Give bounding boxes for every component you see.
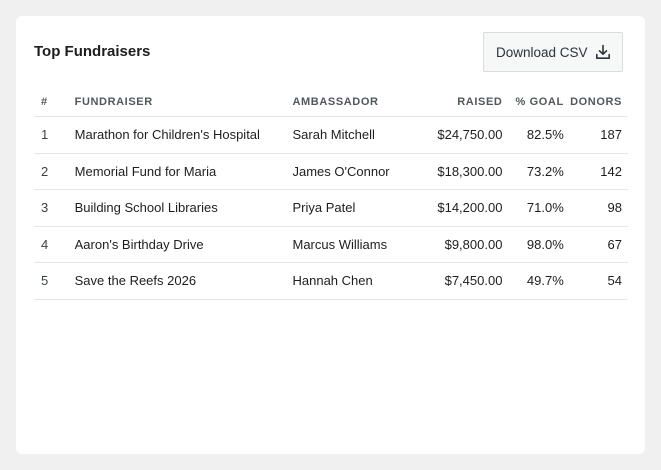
card-title: Top Fundraisers	[34, 43, 151, 60]
donors-cell: 142	[563, 153, 628, 190]
column-header-donors: DONORS	[563, 88, 628, 117]
goal-percent-cell: 73.2%	[502, 153, 564, 190]
donors-cell: 67	[563, 226, 628, 263]
ambassador-cell: Hannah Chen	[292, 262, 414, 300]
rank-cell: 3	[34, 189, 75, 227]
rank-cell: 1	[34, 116, 75, 154]
download-icon	[596, 44, 610, 59]
raised-cell: $24,750.00	[413, 116, 503, 154]
donors-cell: 187	[563, 116, 628, 154]
goal-percent-cell: 82.5%	[502, 116, 564, 154]
ambassador-cell: Sarah Mitchell	[292, 116, 414, 154]
fundraiser-cell: Aaron's Birthday Drive	[74, 226, 293, 263]
column-header-rank: #	[34, 88, 75, 117]
ambassador-cell: Marcus Williams	[292, 226, 414, 263]
column-header-fundraiser: FUNDRAISER	[74, 88, 293, 117]
top-fundraisers-card: Top Fundraisers Download CSV # FUNDRAISE…	[16, 16, 645, 454]
fundraiser-cell: Building School Libraries	[74, 189, 293, 227]
raised-cell: $18,300.00	[413, 153, 503, 190]
ambassador-cell: Priya Patel	[292, 189, 414, 227]
fundraiser-cell: Memorial Fund for Maria	[74, 153, 293, 190]
rank-cell: 5	[34, 262, 75, 300]
download-csv-button[interactable]: Download CSV	[483, 32, 623, 72]
raised-cell: $9,800.00	[413, 226, 503, 263]
donors-cell: 54	[563, 262, 628, 300]
donors-cell: 98	[563, 189, 628, 227]
table-row: 1 Marathon for Children's Hospital Sarah…	[34, 116, 628, 154]
table-row: 3 Building School Libraries Priya Patel …	[34, 189, 628, 227]
raised-cell: $14,200.00	[413, 189, 503, 227]
raised-cell: $7,450.00	[413, 262, 503, 300]
ambassador-cell: James O'Connor	[292, 153, 414, 190]
table-row: 4 Aaron's Birthday Drive Marcus Williams…	[34, 226, 628, 263]
column-header-ambassador: AMBASSADOR	[292, 88, 414, 117]
rank-cell: 4	[34, 226, 75, 263]
table-header-row: # FUNDRAISER AMBASSADOR RAISED % GOAL DO…	[34, 88, 628, 117]
table-row: 5 Save the Reefs 2026 Hannah Chen $7,450…	[34, 262, 628, 300]
table-row: 2 Memorial Fund for Maria James O'Connor…	[34, 153, 628, 190]
download-csv-label: Download CSV	[496, 44, 588, 60]
goal-percent-cell: 49.7%	[502, 262, 564, 300]
fundraiser-cell: Marathon for Children's Hospital	[74, 116, 293, 154]
column-header-goal: % GOAL	[502, 88, 564, 117]
fundraiser-cell: Save the Reefs 2026	[74, 262, 293, 300]
goal-percent-cell: 98.0%	[502, 226, 564, 263]
column-header-raised: RAISED	[413, 88, 503, 117]
fundraisers-table: # FUNDRAISER AMBASSADOR RAISED % GOAL DO…	[34, 88, 628, 300]
goal-percent-cell: 71.0%	[502, 189, 564, 227]
rank-cell: 2	[34, 153, 75, 190]
